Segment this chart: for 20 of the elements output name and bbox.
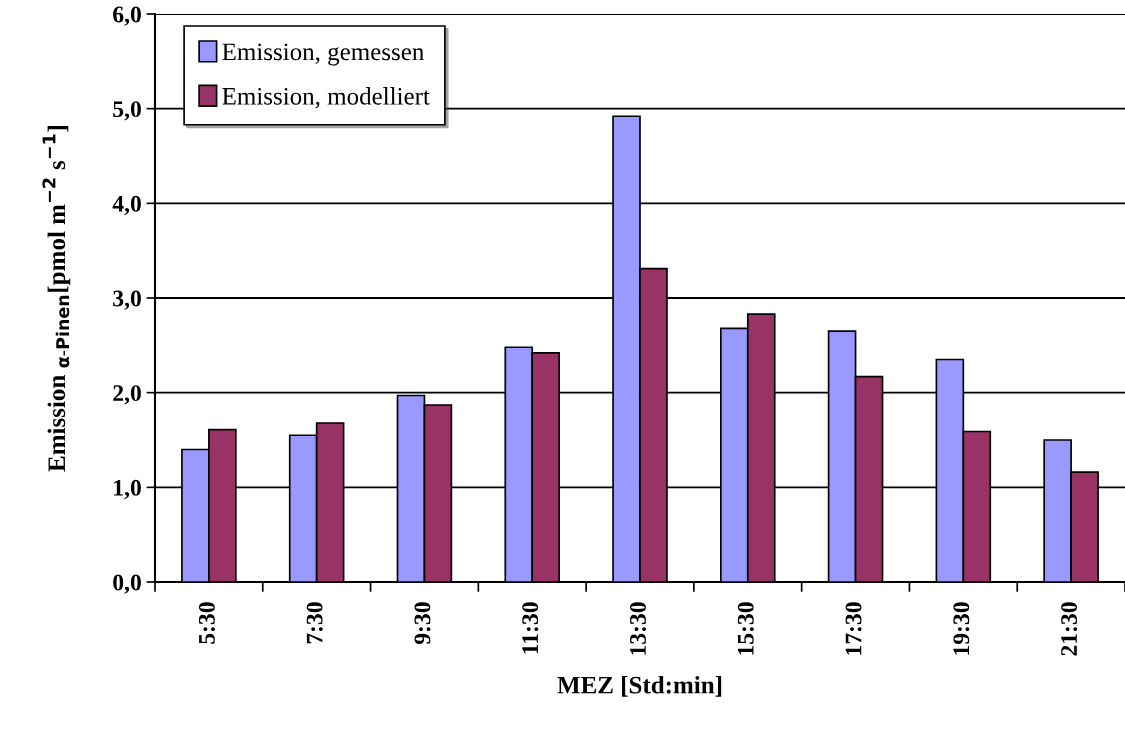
y-axis-title: Emission $_{α-Pinen}$[pmol m$^{−2}$ s$^{−1}$]: [42, 126, 71, 472]
y-tick-label: 2,0: [113, 385, 141, 405]
y-tick-label: 3,0: [113, 290, 141, 310]
legend-label: Emission, modelliert: [222, 87, 430, 109]
y-tick-label: 5,0: [113, 101, 141, 121]
x-tick-label: 5:30: [198, 602, 215, 644]
y-tick-label: 4,0: [112, 195, 141, 216]
y-tick-label: 1,0: [114, 479, 141, 500]
x-tick-label: 15:30: [737, 602, 754, 655]
x-tick-label: 7:30: [306, 602, 323, 644]
legend-label: Emission, gemessen: [222, 43, 424, 66]
x-tick-label: 9:30: [414, 602, 431, 645]
x-tick-label: 17:30: [845, 602, 862, 655]
x-tick-label: 19:30: [953, 602, 970, 655]
x-tick-label: 11:30: [522, 602, 539, 654]
y-tick-label: 6,0: [113, 6, 141, 26]
x-axis-title: MEZ [Std:min]: [557, 675, 722, 697]
x-tick-label: 13:30: [629, 602, 647, 655]
x-tick-label: 21:30: [1061, 602, 1078, 656]
y-tick-label: 0,0: [113, 574, 141, 594]
